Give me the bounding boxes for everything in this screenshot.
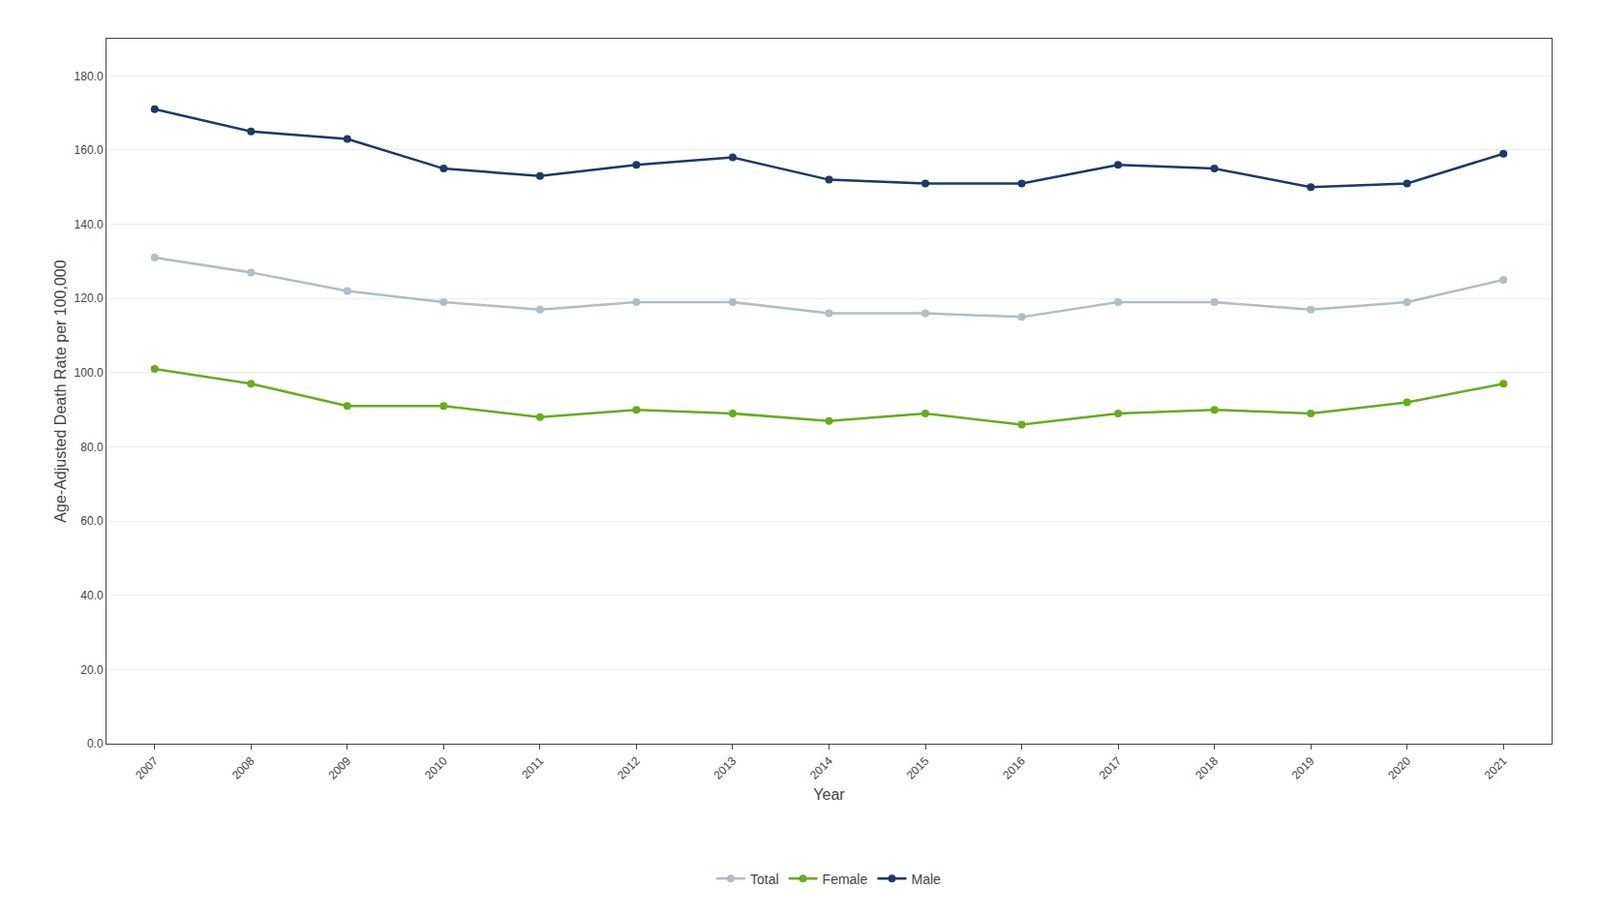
svg-text:120.0: 120.0 <box>74 291 104 305</box>
svg-text:Male: Male <box>910 871 941 887</box>
svg-text:2014: 2014 <box>807 754 836 783</box>
svg-text:2009: 2009 <box>325 754 354 783</box>
svg-text:2020: 2020 <box>1385 754 1414 783</box>
svg-text:Year: Year <box>813 785 846 803</box>
svg-text:2016: 2016 <box>999 754 1028 783</box>
svg-text:2019: 2019 <box>1289 754 1318 783</box>
svg-text:60.0: 60.0 <box>80 513 104 528</box>
svg-text:0.0: 0.0 <box>87 736 104 751</box>
svg-text:2011: 2011 <box>518 754 546 782</box>
svg-text:Female: Female <box>822 871 869 887</box>
svg-text:160.0: 160.0 <box>74 143 104 157</box>
svg-text:40.0: 40.0 <box>80 588 104 603</box>
svg-text:2010: 2010 <box>422 754 451 783</box>
svg-text:20.0: 20.0 <box>80 663 104 677</box>
svg-text:2018: 2018 <box>1192 754 1221 783</box>
svg-text:Age-Adjusted Death Rate per 10: Age-Adjusted Death Rate per 100,000 <box>52 259 69 522</box>
svg-text:2017: 2017 <box>1096 754 1125 783</box>
svg-text:2021: 2021 <box>1481 754 1510 783</box>
svg-text:2012: 2012 <box>614 754 643 783</box>
svg-text:2013: 2013 <box>711 754 740 783</box>
svg-text:2015: 2015 <box>904 754 933 783</box>
svg-text:Total: Total <box>750 871 780 887</box>
svg-text:180.0: 180.0 <box>74 69 104 84</box>
svg-text:2008: 2008 <box>229 754 258 783</box>
svg-text:2007: 2007 <box>132 754 161 783</box>
svg-text:140.0: 140.0 <box>74 217 104 232</box>
svg-text:100.0: 100.0 <box>74 365 104 380</box>
svg-text:80.0: 80.0 <box>80 440 104 454</box>
